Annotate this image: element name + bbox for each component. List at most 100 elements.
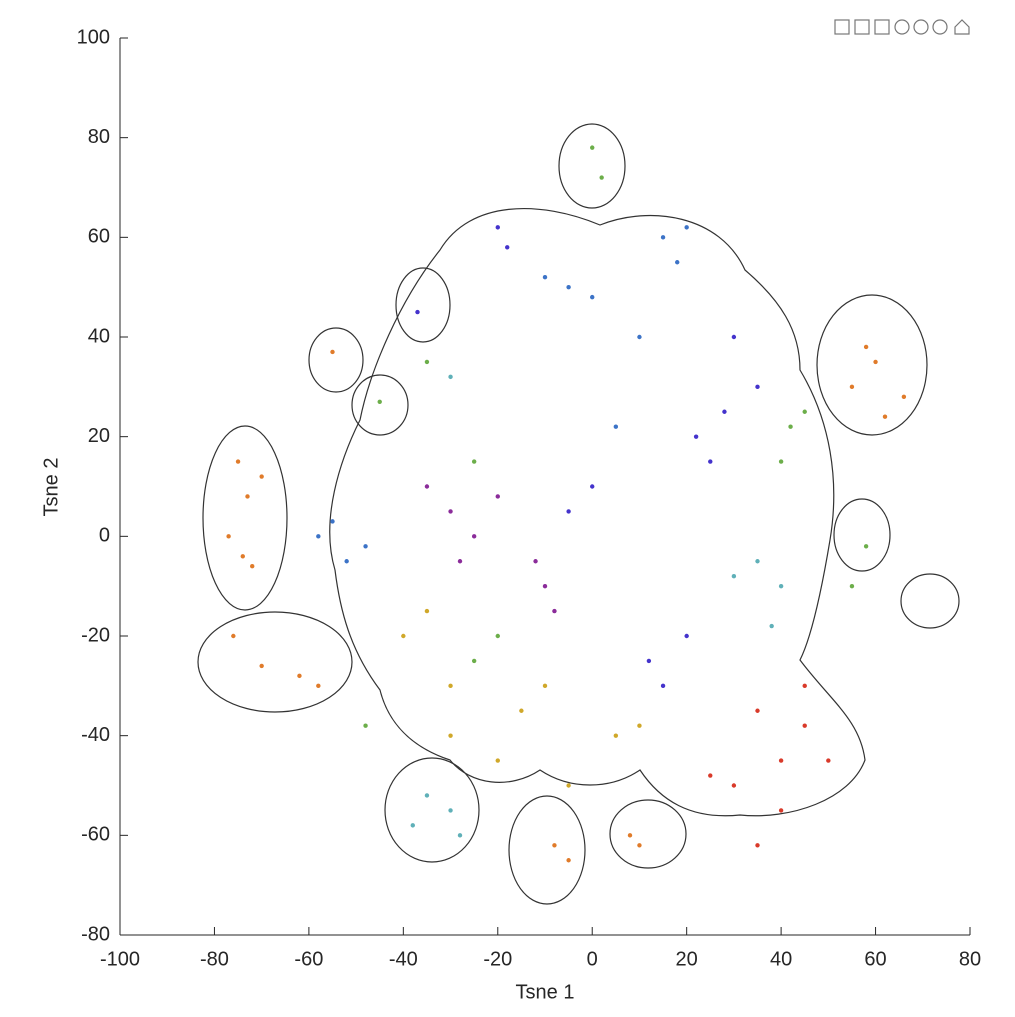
y-tick-label: -60 [81,824,110,846]
point [344,559,349,564]
point [590,294,595,300]
cluster-outline [197,611,353,713]
point [566,284,571,290]
point [259,474,264,479]
point [552,843,557,848]
point [297,673,302,679]
x-tick-label: 20 [676,948,698,970]
point [755,384,760,390]
point [330,349,335,355]
point [259,663,264,669]
point [457,559,463,564]
y-tick-label: 20 [88,425,110,447]
cluster-outline [202,425,288,611]
y-tick-label: 100 [77,26,110,48]
point [542,275,548,280]
x-tick-label: -100 [100,948,140,970]
point [542,683,548,689]
cluster-outline [384,757,480,863]
point [731,574,737,579]
point [882,414,888,419]
toolbar-button[interactable] [913,19,929,35]
point [660,683,666,689]
point [826,758,831,763]
toolbar [834,19,970,35]
point [226,534,231,539]
y-tick-label: 60 [88,226,110,248]
x-tick-label: -80 [200,948,229,970]
point [542,583,548,589]
y-tick-label: -80 [81,923,110,945]
y-tick-label: 80 [88,126,110,148]
point [778,758,784,763]
point [401,633,406,639]
x-tick-label: 80 [959,948,981,970]
point [675,260,680,265]
point [901,394,907,399]
cluster-outline [833,498,891,572]
point [755,708,760,713]
point [599,175,604,180]
point [424,359,430,365]
point [849,384,855,390]
point [424,608,430,614]
point [471,534,477,539]
toolbar-button[interactable] [954,19,970,35]
y-tick-label: 40 [88,325,110,347]
point [684,225,689,230]
point [495,494,500,499]
point [693,434,699,439]
point [410,823,415,828]
point [637,843,642,848]
point [316,534,321,539]
x-tick-label: 0 [587,948,598,970]
toolbar-button[interactable] [874,19,890,35]
point [863,344,869,350]
point [415,309,420,315]
point [731,334,737,340]
point [245,494,250,499]
toolbar-button[interactable] [854,19,870,35]
point [471,459,477,464]
cluster-outline [900,573,960,629]
point [566,783,571,788]
point [613,733,619,738]
point [873,359,878,365]
point [377,399,382,404]
toolbar-button[interactable] [894,19,910,35]
toolbar-button[interactable] [932,19,948,35]
point [363,544,368,549]
point [231,633,236,639]
point [448,374,453,380]
point [424,484,430,489]
y-tick-label: 0 [99,525,110,547]
point [722,409,727,414]
cluster-outline [329,208,866,817]
point [778,459,784,464]
point [646,658,652,664]
toolbar-button[interactable] [834,19,850,35]
point [495,758,500,763]
point [448,509,453,514]
point [424,793,430,798]
point [505,245,510,250]
point [363,723,368,728]
cluster-outline [816,294,928,436]
point [240,554,245,559]
point [519,708,524,713]
point [566,858,571,863]
x-tick-label: -20 [483,948,512,970]
point [235,459,241,464]
cluster-outline [508,795,586,905]
point [495,225,500,230]
x-tick-label: 40 [770,948,792,970]
cluster-outline [308,327,364,393]
x-tick-label: -40 [389,948,418,970]
point [708,459,713,464]
cluster-outline [395,267,451,343]
point [330,519,335,524]
point [708,773,713,778]
point [849,583,855,589]
point [802,683,807,689]
point [755,843,760,848]
